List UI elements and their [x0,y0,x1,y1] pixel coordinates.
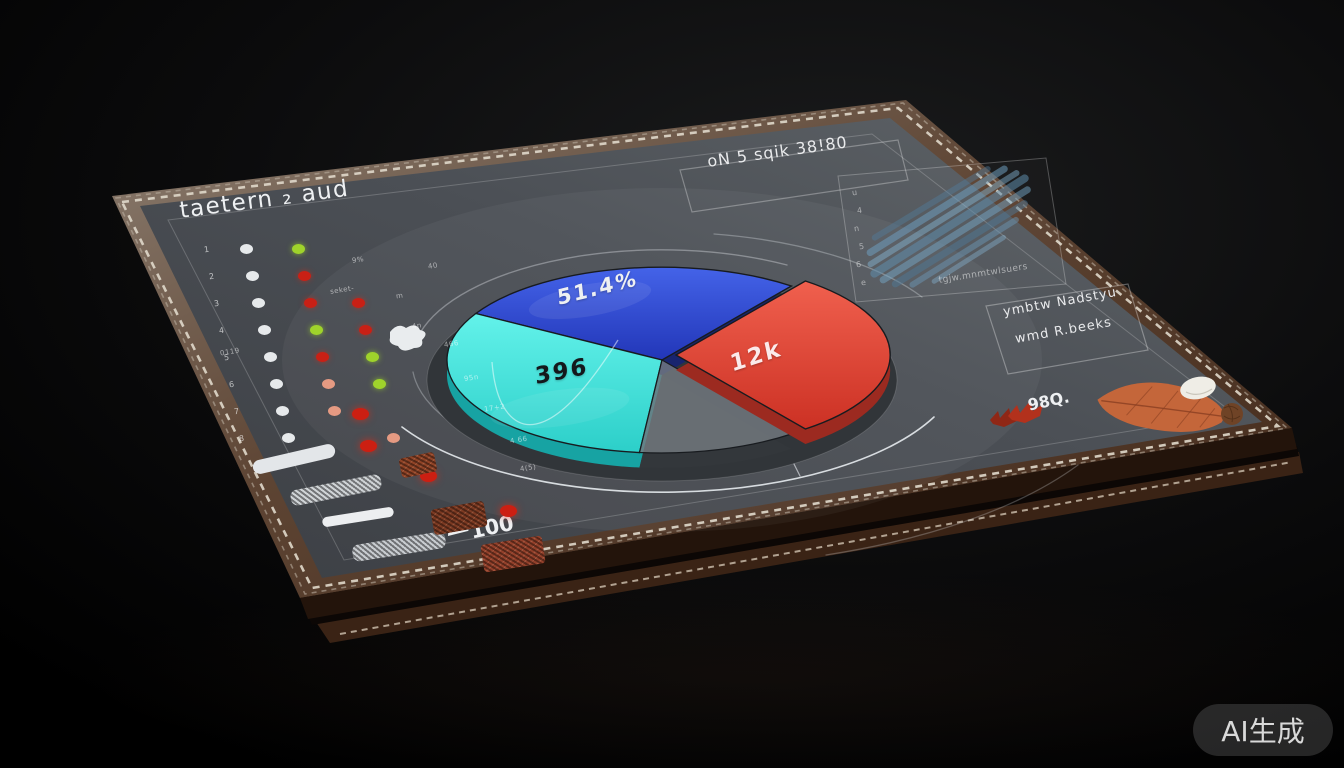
legend-row-number: 7 [233,406,240,417]
right-panel-box [985,283,1149,375]
scribble-tick-label: n [853,223,860,234]
legend-row-number: 8 [238,433,245,444]
micro-label: m [395,291,404,301]
legend-dot-white [282,433,295,443]
red-accent-dot [360,440,377,452]
right-decorations [990,376,1243,432]
pie-segment-blue [474,266,794,361]
micro-label: 40 [427,261,439,271]
concentric-arcs [401,233,1079,556]
legend-dot-lime [310,325,323,335]
legend-dot-red [359,325,372,335]
legend-dot-white [270,379,283,389]
legend-dot-salmon [322,379,335,389]
legend-row-number: 3 [213,298,220,309]
pie-segment-gray [638,359,793,454]
legend-dot-white [246,271,259,281]
scribble-chart [837,157,1067,303]
legend-dot-salmon [387,433,400,443]
scribble-tick-label: 4 [856,205,863,216]
legend-dot-lime [373,379,386,389]
legend-row-number: 2 [208,271,215,282]
scribble-tick-label: 5 [858,241,865,252]
scribble-tick-label: 6 [855,259,862,270]
red-leaf-icon [1008,401,1043,423]
stitch-border [120,106,1281,590]
red-leaf-small-icon [990,408,1020,427]
red-accent-dot [352,408,369,420]
micro-label: 4n [411,321,423,331]
pie-segment-red-group [674,280,891,444]
legend-dot-red [304,298,317,308]
pie-segment-red [674,280,891,430]
legend-dot-white [252,298,265,308]
legend-dot-red [298,271,311,281]
legend-dot-salmon [328,406,341,416]
legend-dot-red [316,352,329,362]
legend-dot-white [258,325,271,335]
pie-segment-cyan [446,312,663,454]
legend-dot-white [276,406,289,416]
legend-dot-white [240,244,253,254]
white-splat-icon [389,325,426,351]
pie-chart [426,266,898,482]
red-accent-dot [500,505,517,517]
scribble-tick-label: e [860,277,867,288]
ai-generated-watermark: AI生成 [1193,704,1333,756]
top-right-panel-box [679,139,909,213]
thin-curve-line [491,339,619,426]
legend-dot-red [352,298,365,308]
legend-dot-lime [292,244,305,254]
legend-row-number: 6 [228,379,235,390]
legend-dot-white [264,352,277,362]
blue-hatch-scribble [866,165,1031,288]
scribble-tick-label: u [851,187,858,198]
legend-dot-lime [366,352,379,362]
legend-row-number: 4 [218,325,225,336]
legend-row-number: 1 [203,244,210,255]
